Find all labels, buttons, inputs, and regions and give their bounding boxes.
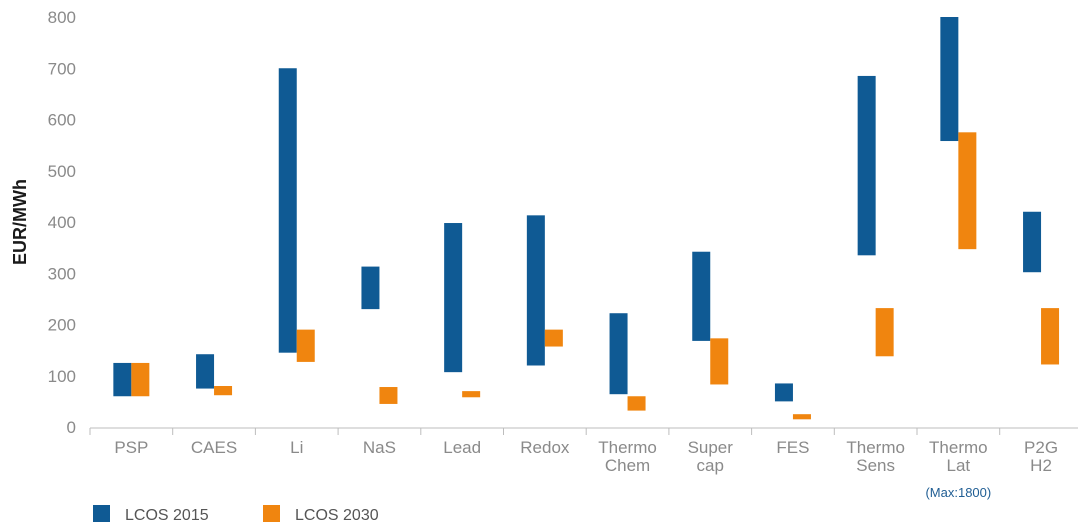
x-tick-label: H2: [1030, 456, 1052, 475]
x-tick-label: Thermo: [598, 438, 657, 457]
x-tick-label: P2G: [1024, 438, 1058, 457]
bar-lcos-2015-li: [278, 68, 297, 353]
bar-lcos-2030-fes: [792, 414, 811, 420]
bar-lcos-2030-thermo-chem: [627, 396, 646, 411]
y-tick-label: 0: [67, 418, 76, 437]
bar-lcos-2030-thermo-sens: [875, 308, 894, 357]
y-axis-title-group: EUR/MWh: [10, 179, 30, 265]
bar-lcos-2015-psp: [113, 362, 132, 397]
x-tick-label: Thermo: [929, 438, 988, 457]
bar-lcos-2015-thermo-sens: [857, 75, 876, 256]
y-axis-ticks: 0 100 200 300 400 500 600 700 800: [48, 8, 76, 437]
bar-lcos-2015-thermo-chem: [609, 313, 628, 395]
bar-lcos-2015-caes: [196, 354, 215, 389]
y-tick-label: 500: [48, 162, 76, 181]
y-tick-label: 700: [48, 59, 76, 78]
bar-lcos-2015-super-cap: [692, 251, 711, 341]
x-tick-label: PSP: [114, 438, 148, 457]
legend-swatch-lcos-2030: [263, 505, 280, 522]
y-tick-label: 200: [48, 316, 76, 335]
y-tick-label: 800: [48, 8, 76, 27]
max-annotation: (Max:1800): [925, 485, 991, 500]
bar-lcos-2015-fes: [774, 383, 793, 402]
y-tick-label: 400: [48, 213, 76, 232]
x-tick-label: Li: [290, 438, 303, 457]
x-tick-label: Super: [688, 438, 734, 457]
legend: LCOS 2015 LCOS 2030: [93, 505, 379, 524]
legend-swatch-lcos-2015: [93, 505, 110, 522]
x-tick-label: Thermo: [846, 438, 905, 457]
bar-lcos-2030-lead: [462, 391, 481, 398]
x-tick-label: Lat: [947, 456, 971, 475]
bar-lcos-2015-p2g-h2: [1023, 211, 1042, 273]
x-tick-label: FES: [776, 438, 809, 457]
bars: [113, 17, 1060, 420]
bar-lcos-2030-caes: [214, 386, 233, 396]
bar-lcos-2030-nas: [379, 387, 398, 404]
bar-lcos-2030-psp: [131, 362, 150, 397]
y-axis-title: EUR/MWh: [10, 179, 30, 265]
x-tick-label: Lead: [443, 438, 481, 457]
x-axis-labels: PSP CAES Li NaS Lead Redox ThermoChemSupercapF…: [114, 438, 1058, 475]
y-tick-label: 100: [48, 367, 76, 386]
bar-lcos-2030-p2g-h2: [1041, 308, 1060, 365]
x-axis: [89, 427, 1078, 435]
bar-lcos-2030-li: [296, 329, 315, 362]
bar-lcos-2030-thermo-lat: [958, 132, 977, 250]
x-tick-label: NaS: [363, 438, 396, 457]
bar-lcos-2030-redox: [544, 329, 563, 347]
x-tick-label: cap: [697, 456, 724, 475]
legend-label-lcos-2030: LCOS 2030: [295, 507, 379, 524]
legend-label-lcos-2015: LCOS 2015: [125, 507, 209, 524]
x-tick-label: Redox: [520, 438, 570, 457]
bar-lcos-2030-super-cap: [710, 338, 729, 385]
bar-lcos-2015-thermo-lat: [940, 17, 959, 142]
x-tick-label: CAES: [191, 438, 237, 457]
bar-lcos-2015-redox: [526, 215, 545, 366]
bar-lcos-2015-lead: [444, 223, 463, 373]
x-tick-label: Chem: [605, 456, 650, 475]
annotations: (Max:1800): [925, 485, 991, 500]
y-tick-label: 300: [48, 264, 76, 283]
y-tick-label: 600: [48, 111, 76, 130]
x-tick-label: Sens: [856, 456, 895, 475]
bar-lcos-2015-nas: [361, 266, 380, 310]
